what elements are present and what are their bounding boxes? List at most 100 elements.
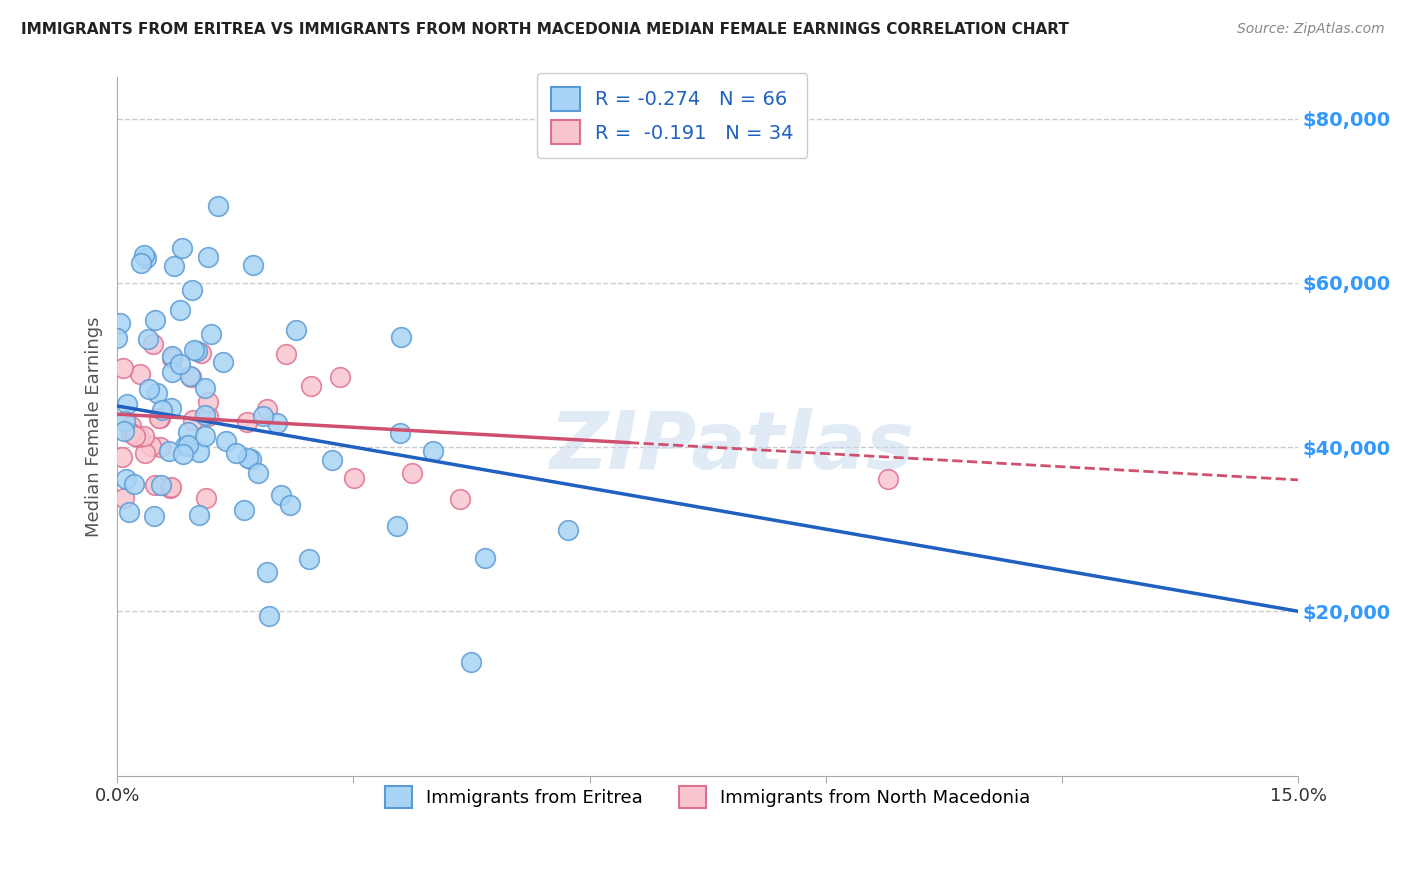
Text: IMMIGRANTS FROM ERITREA VS IMMIGRANTS FROM NORTH MACEDONIA MEDIAN FEMALE EARNING: IMMIGRANTS FROM ERITREA VS IMMIGRANTS FR… xyxy=(21,22,1069,37)
Point xyxy=(246,466,269,480)
Point xyxy=(128,430,150,444)
Point xyxy=(200,326,222,341)
Point xyxy=(235,415,257,429)
Y-axis label: Median Female Earnings: Median Female Earnings xyxy=(86,317,103,537)
Point xyxy=(159,481,181,495)
Point xyxy=(135,251,157,265)
Point xyxy=(270,488,292,502)
Point xyxy=(194,382,217,396)
Point xyxy=(108,316,131,330)
Point xyxy=(122,477,145,491)
Point xyxy=(194,428,217,442)
Point xyxy=(449,491,471,506)
Point xyxy=(197,395,219,409)
Point xyxy=(188,444,211,458)
Point xyxy=(225,446,247,460)
Point xyxy=(389,329,412,343)
Point xyxy=(183,343,205,357)
Point xyxy=(181,413,204,427)
Point xyxy=(160,401,183,416)
Point xyxy=(139,439,162,453)
Point xyxy=(321,453,343,467)
Point xyxy=(301,379,323,393)
Point xyxy=(180,283,202,297)
Point xyxy=(134,446,156,460)
Point xyxy=(174,439,197,453)
Point xyxy=(150,403,173,417)
Point xyxy=(186,344,208,359)
Point xyxy=(240,451,263,466)
Point xyxy=(138,382,160,396)
Point xyxy=(124,429,146,443)
Point xyxy=(143,478,166,492)
Point xyxy=(197,250,219,264)
Point xyxy=(389,426,412,441)
Point xyxy=(172,447,194,461)
Point xyxy=(115,472,138,486)
Point xyxy=(460,655,482,669)
Point xyxy=(179,368,201,383)
Point xyxy=(329,369,352,384)
Point xyxy=(422,443,444,458)
Point xyxy=(195,491,218,505)
Point xyxy=(252,409,274,424)
Point xyxy=(180,370,202,384)
Point xyxy=(143,508,166,523)
Point xyxy=(163,259,186,273)
Point xyxy=(188,508,211,522)
Point xyxy=(242,258,264,272)
Point xyxy=(212,355,235,369)
Point xyxy=(157,444,180,458)
Point xyxy=(159,481,181,495)
Point xyxy=(111,361,134,376)
Point xyxy=(197,409,219,423)
Point xyxy=(129,256,152,270)
Point xyxy=(148,411,170,425)
Point xyxy=(256,401,278,416)
Point xyxy=(170,241,193,255)
Point xyxy=(129,367,152,381)
Point xyxy=(146,386,169,401)
Point xyxy=(278,498,301,512)
Point xyxy=(177,425,200,440)
Point xyxy=(236,450,259,465)
Point xyxy=(142,337,165,351)
Point xyxy=(132,429,155,443)
Point xyxy=(385,518,408,533)
Point xyxy=(149,440,172,454)
Point xyxy=(162,351,184,365)
Point xyxy=(232,503,254,517)
Point xyxy=(401,466,423,480)
Point xyxy=(343,471,366,485)
Point xyxy=(149,477,172,491)
Text: Source: ZipAtlas.com: Source: ZipAtlas.com xyxy=(1237,22,1385,37)
Point xyxy=(134,248,156,262)
Point xyxy=(160,349,183,363)
Point xyxy=(112,424,135,438)
Point xyxy=(207,199,229,213)
Point xyxy=(877,473,900,487)
Point xyxy=(143,313,166,327)
Point xyxy=(257,609,280,624)
Point xyxy=(160,365,183,379)
Point xyxy=(120,418,142,433)
Point xyxy=(557,523,579,537)
Point xyxy=(284,323,307,337)
Point xyxy=(177,438,200,452)
Point xyxy=(274,347,297,361)
Point xyxy=(136,332,159,346)
Point xyxy=(169,357,191,371)
Point xyxy=(111,450,134,464)
Point xyxy=(266,416,288,430)
Legend: Immigrants from Eritrea, Immigrants from North Macedonia: Immigrants from Eritrea, Immigrants from… xyxy=(377,779,1038,815)
Point xyxy=(194,408,217,422)
Point xyxy=(256,565,278,579)
Point xyxy=(114,414,136,428)
Point xyxy=(169,302,191,317)
Point xyxy=(474,551,496,566)
Point xyxy=(105,331,128,345)
Point xyxy=(214,434,236,449)
Point xyxy=(298,551,321,566)
Point xyxy=(149,411,172,425)
Point xyxy=(117,505,139,519)
